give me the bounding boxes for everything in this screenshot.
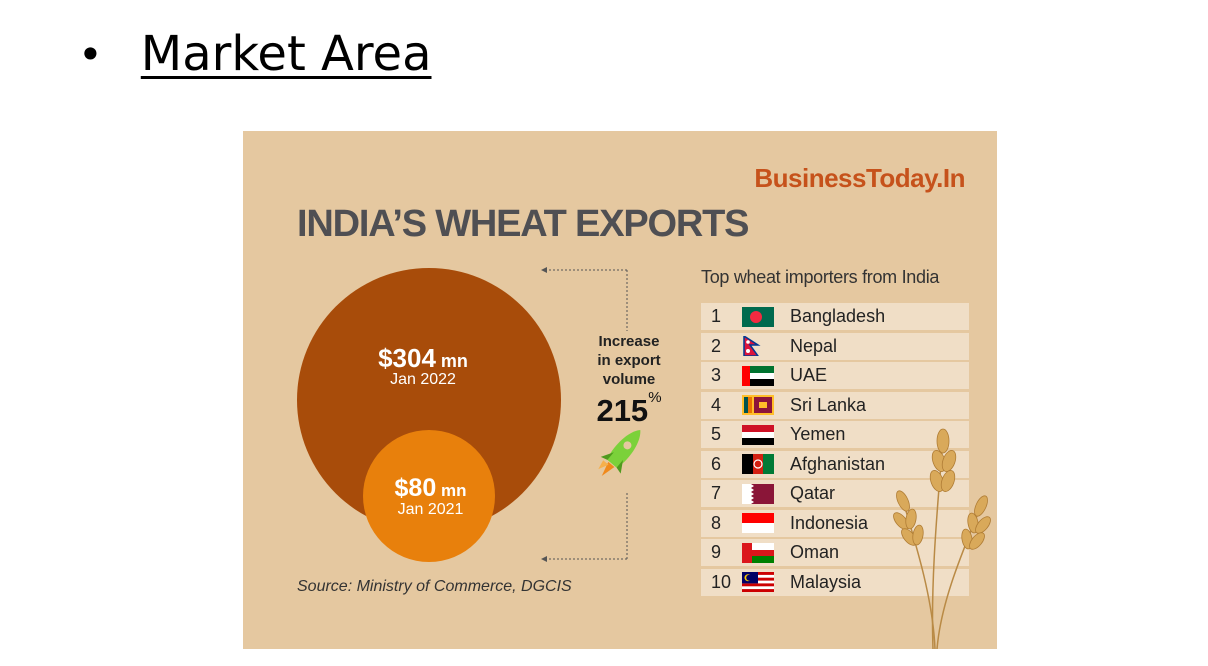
importer-rank: 1 xyxy=(711,306,722,326)
importer-rank: 10 xyxy=(711,571,732,592)
indonesia-flag-icon xyxy=(742,513,774,533)
increase-label-line2: in export xyxy=(597,352,661,369)
bubble-2022-value: $304 mn xyxy=(363,343,483,374)
importer-country: Yemen xyxy=(790,424,846,444)
importer-row: 5 Yemen xyxy=(701,421,969,448)
bubble-2021-date: Jan 2021 xyxy=(397,501,464,518)
importer-country: Sri Lanka xyxy=(790,394,867,415)
bullet-icon: • xyxy=(78,29,103,79)
bubble-jan-2021 xyxy=(363,430,495,562)
importer-row: 6 Afghanistan xyxy=(701,450,969,478)
bracket-arrow xyxy=(545,269,628,560)
sri-lanka-flag-icon xyxy=(742,395,774,415)
headline: INDIA’S WHEAT EXPORTS xyxy=(297,203,749,245)
importer-rank: 5 xyxy=(711,424,722,444)
rocket-icon xyxy=(598,430,641,476)
importer-row: 9 Oman xyxy=(701,539,969,566)
qatar-flag-icon xyxy=(742,483,774,504)
bubble-2021-value: $80 mn xyxy=(373,474,488,503)
importer-row: 4 Sri Lanka xyxy=(701,391,969,419)
importer-country: Qatar xyxy=(790,483,836,503)
oman-flag-icon xyxy=(742,542,774,563)
slide-title: • Market Area xyxy=(78,26,432,82)
wheat-illustration xyxy=(893,428,991,649)
importer-rank: 3 xyxy=(711,365,722,385)
bubble-2022-amount: $304 xyxy=(378,343,436,373)
wheat-exports-infographic: BusinessToday.In INDIA’S WHEAT EXPORTS $… xyxy=(243,131,997,649)
bangladesh-flag-icon xyxy=(742,306,774,327)
increase-unit: % xyxy=(648,389,662,406)
afghanistan-flag-icon xyxy=(742,454,774,474)
bubble-2021-amount: $80 xyxy=(394,474,437,502)
importer-country: Afghanistan xyxy=(790,453,886,474)
malaysia-flag-icon xyxy=(742,572,774,592)
arrow-head-top-icon xyxy=(541,267,547,273)
increase-value: 215% xyxy=(579,389,679,429)
bubble-jan-2022 xyxy=(297,268,561,532)
importer-row: 8 Indonesia xyxy=(701,509,969,537)
source-note: Source: Ministry of Commerce, DGCIS xyxy=(297,578,572,595)
importer-list: 1 Bangladesh 2 Nepal 3 UAE 4 Sri Lanka 5… xyxy=(701,303,969,598)
increase-number: 215 xyxy=(596,393,649,428)
importers-title: Top wheat importers from India xyxy=(701,267,940,287)
importer-country: Malaysia xyxy=(790,571,862,592)
increase-label-line3: volume xyxy=(602,371,656,388)
increase-label-line1: Increase xyxy=(598,333,660,350)
bubble-2021-unit: mn xyxy=(436,481,467,500)
importer-country: Bangladesh xyxy=(790,306,886,326)
importer-row: 7 Qatar xyxy=(701,480,969,507)
importer-country: Nepal xyxy=(790,335,838,356)
uae-flag-icon xyxy=(742,365,774,386)
bubble-2022-date: Jan 2022 xyxy=(390,371,456,388)
arrow-head-bottom-icon xyxy=(541,556,547,562)
importer-rank: 9 xyxy=(711,542,722,562)
importer-country: UAE xyxy=(790,365,828,385)
importer-country: Oman xyxy=(790,542,840,562)
nepal-flag-icon xyxy=(743,336,761,356)
importer-rank: 2 xyxy=(711,335,722,356)
brand-logo: BusinessToday.In xyxy=(754,163,965,193)
importer-rank: 4 xyxy=(711,394,722,415)
yemen-flag-icon xyxy=(742,424,774,445)
increase-label: Increase in export volume xyxy=(579,332,679,389)
bubble-chart xyxy=(297,267,641,562)
importer-rank: 7 xyxy=(711,483,722,503)
importer-row: 1 Bangladesh xyxy=(701,303,969,330)
importer-row: 3 UAE xyxy=(701,362,969,389)
importer-country: Indonesia xyxy=(790,512,869,533)
bubble-2022-unit: mn xyxy=(435,351,468,371)
slide-title-text: Market Area xyxy=(140,26,432,82)
importer-rank: 8 xyxy=(711,512,722,533)
importer-row: 10 Malaysia xyxy=(701,568,969,596)
importer-row: 2 Nepal xyxy=(701,332,969,360)
importer-rank: 6 xyxy=(711,453,722,474)
